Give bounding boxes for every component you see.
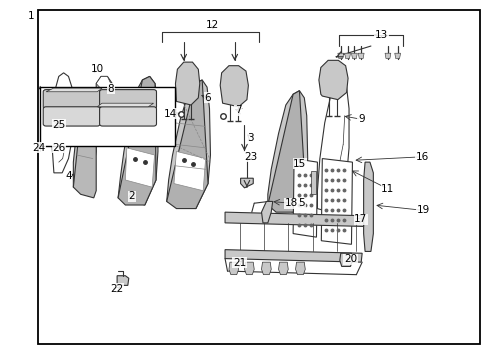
Polygon shape [351,53,357,59]
Text: 16: 16 [415,152,428,162]
FancyBboxPatch shape [43,107,100,126]
Polygon shape [73,91,96,198]
Polygon shape [358,53,364,59]
Text: 10: 10 [91,64,104,74]
Polygon shape [83,91,96,123]
Text: 24: 24 [33,143,46,153]
Text: 15: 15 [293,159,306,169]
Polygon shape [394,53,400,59]
Polygon shape [73,91,96,191]
Text: 17: 17 [353,214,366,224]
Polygon shape [96,76,112,102]
FancyBboxPatch shape [100,107,156,126]
Polygon shape [317,80,348,212]
Polygon shape [344,53,350,59]
Text: 19: 19 [416,205,429,215]
Polygon shape [292,158,317,237]
Text: 13: 13 [374,30,387,40]
Polygon shape [117,276,128,285]
Polygon shape [339,253,352,266]
Text: 12: 12 [206,19,219,30]
Polygon shape [166,80,207,208]
Polygon shape [267,91,307,212]
Text: 4: 4 [65,171,72,181]
Polygon shape [261,262,271,275]
Polygon shape [321,158,352,244]
Polygon shape [118,76,158,205]
Polygon shape [175,62,200,105]
Polygon shape [384,53,390,59]
Text: 6: 6 [204,93,211,103]
Text: 3: 3 [247,133,254,143]
Polygon shape [96,76,112,94]
Text: 20: 20 [343,254,356,264]
Polygon shape [244,262,254,275]
Text: 26: 26 [52,143,65,153]
Polygon shape [295,262,305,275]
Polygon shape [52,73,73,173]
Polygon shape [125,148,154,187]
Polygon shape [166,80,210,208]
Polygon shape [337,53,343,59]
Bar [310,171,316,194]
Text: 11: 11 [381,184,394,194]
Text: 22: 22 [110,284,123,294]
Text: 21: 21 [233,258,246,268]
Polygon shape [267,91,305,212]
Polygon shape [118,76,156,205]
FancyBboxPatch shape [43,90,100,109]
Polygon shape [224,212,363,226]
Polygon shape [174,152,205,191]
Text: 5: 5 [298,198,305,208]
Polygon shape [97,103,153,107]
Polygon shape [224,249,362,262]
Polygon shape [261,202,272,223]
Polygon shape [318,60,347,100]
Text: 18: 18 [284,198,297,208]
Polygon shape [240,178,253,188]
Text: 9: 9 [357,114,364,124]
Polygon shape [228,262,238,275]
Text: 8: 8 [107,84,114,94]
Text: 14: 14 [163,109,177,119]
Text: 25: 25 [52,120,65,130]
Polygon shape [278,262,287,275]
FancyBboxPatch shape [100,90,156,109]
Text: 2: 2 [128,191,135,201]
Text: 7: 7 [234,105,241,115]
Bar [40,87,175,146]
Polygon shape [363,162,372,251]
Text: 1: 1 [28,12,35,21]
Text: 23: 23 [244,152,257,162]
Polygon shape [220,66,248,107]
Polygon shape [46,88,102,92]
